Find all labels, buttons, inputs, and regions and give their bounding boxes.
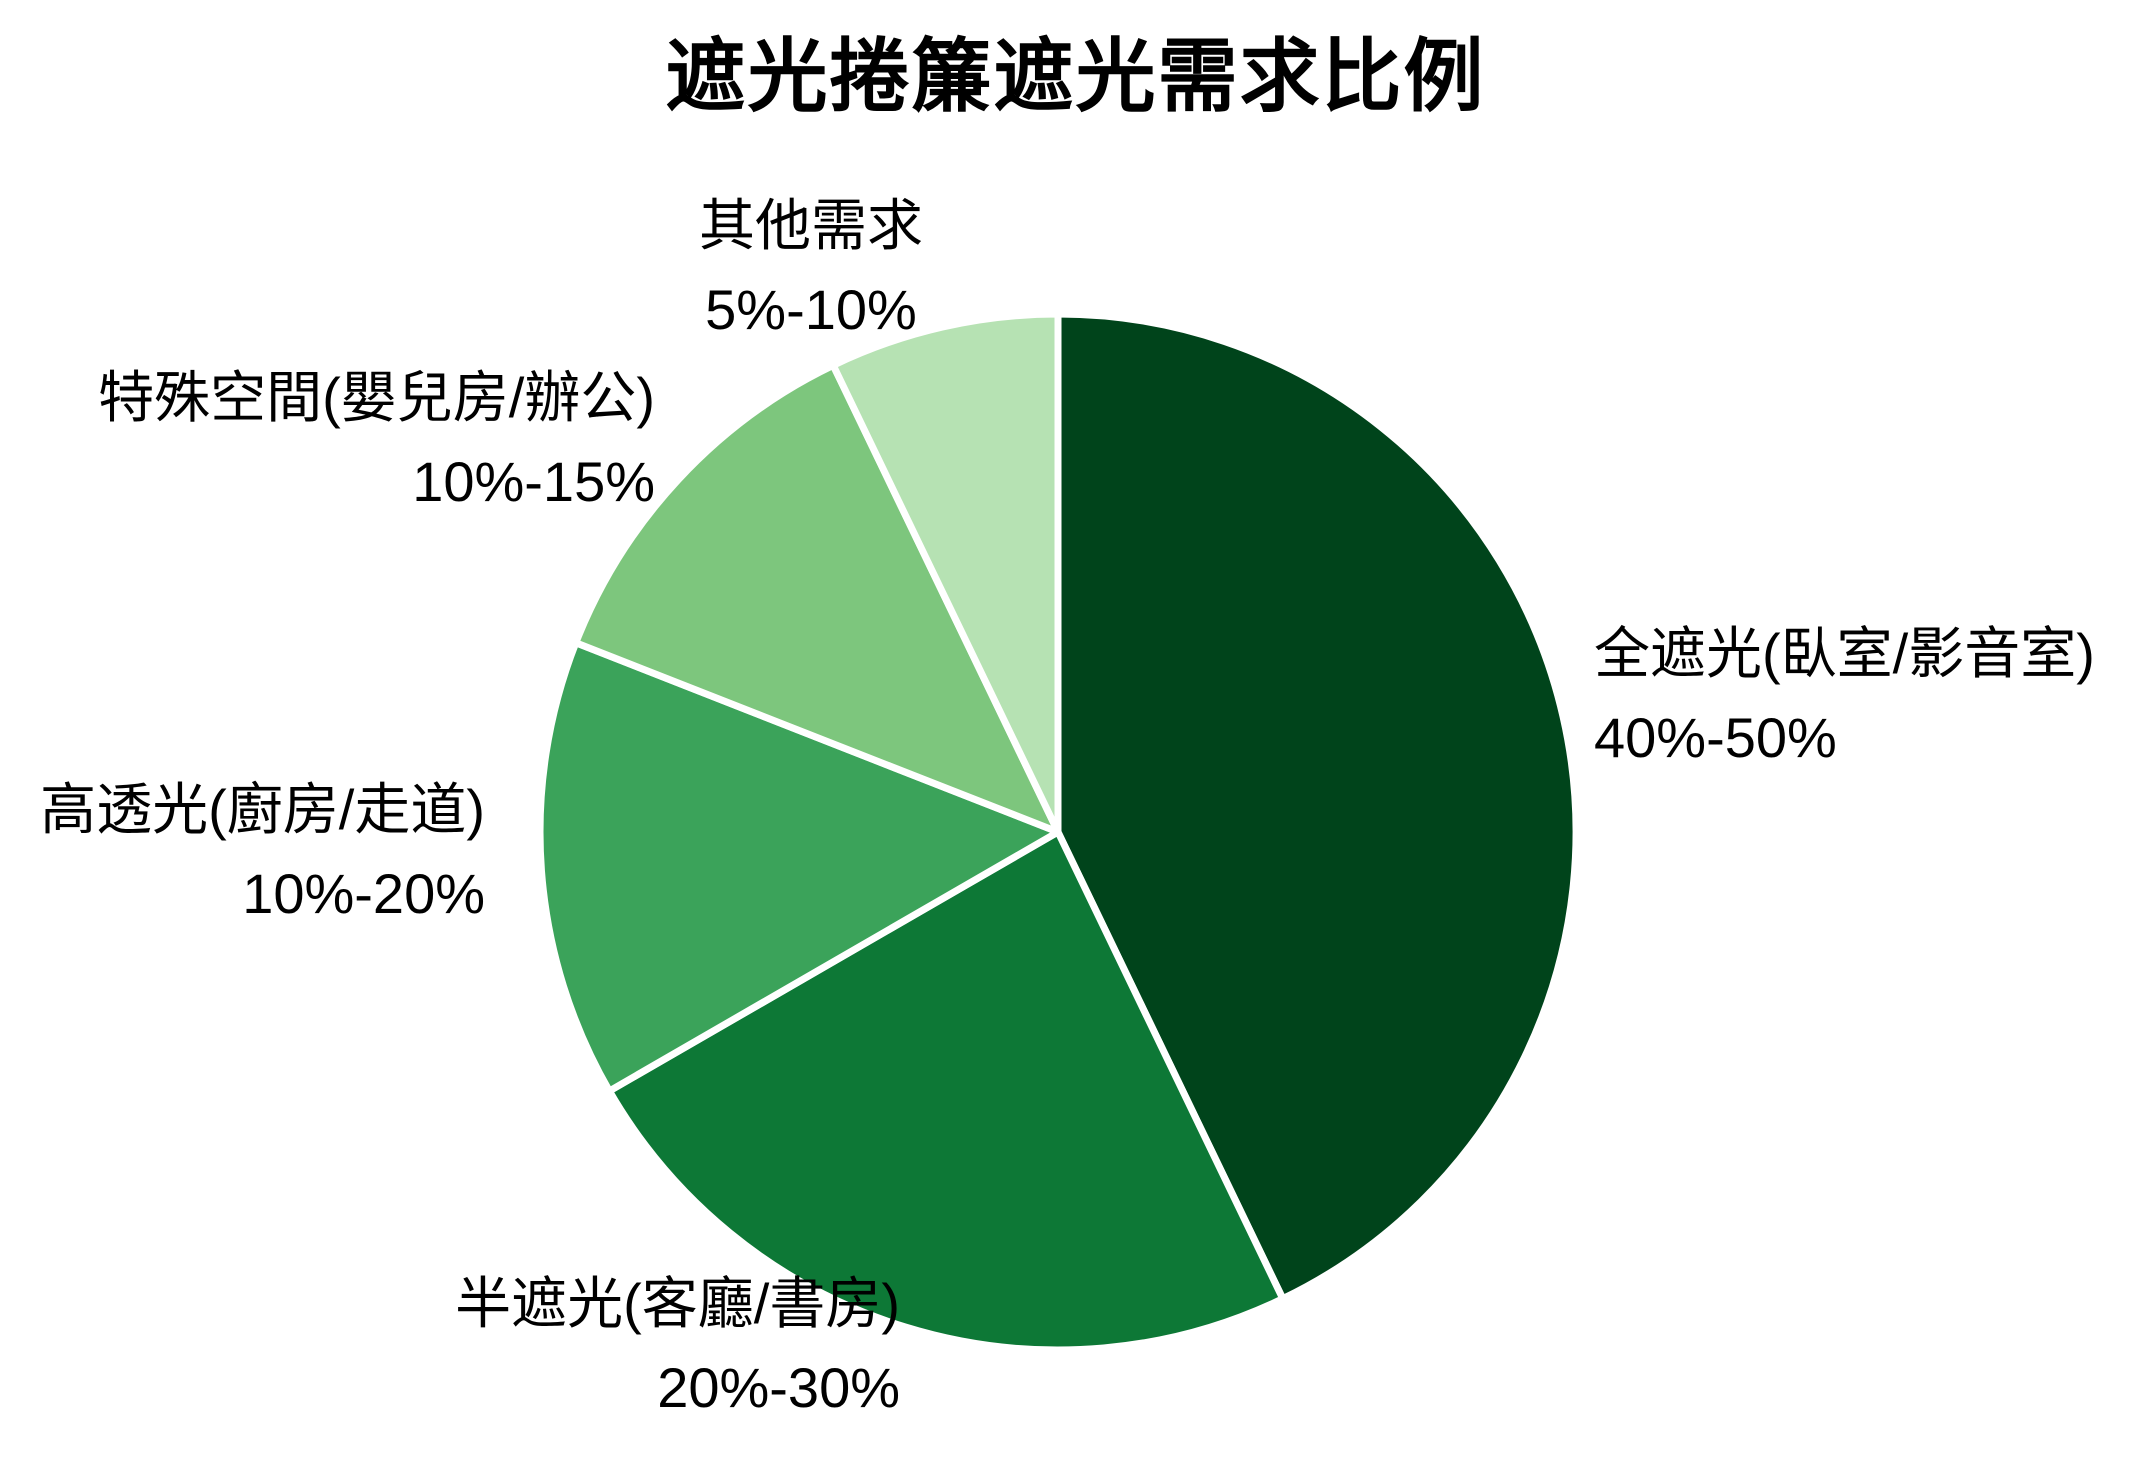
slice-label-half-blackout: 半遮光(客廳/書房) 20%-30% bbox=[400, 1262, 900, 1430]
slice-label-text: 特殊空間(嬰兒房/辦公) bbox=[98, 366, 655, 429]
slice-label-other-needs: 其他需求 5%-10% bbox=[611, 184, 1011, 352]
slice-label-full-blackout: 全遮光(臥室/影音室) 40%-50% bbox=[1594, 612, 2151, 780]
slice-label-text: 全遮光(臥室/影音室) bbox=[1594, 622, 2095, 685]
slice-label-value: 5%-10% bbox=[705, 278, 917, 341]
pie-slice-0 bbox=[1054, 310, 1580, 1303]
slice-label-value: 10%-15% bbox=[412, 450, 655, 513]
slice-label-text: 半遮光(客廳/書房) bbox=[455, 1272, 900, 1335]
slice-label-value: 10%-20% bbox=[242, 862, 485, 925]
slice-label-text: 其他需求 bbox=[699, 194, 923, 257]
slice-label-special-space: 特殊空間(嬰兒房/辦公) 10%-15% bbox=[30, 356, 655, 524]
pie-slice-3 bbox=[572, 361, 1062, 836]
slice-label-high-translucent: 高透光(廚房/走道) 10%-20% bbox=[20, 768, 485, 936]
chart-title: 遮光捲簾遮光需求比例 bbox=[665, 32, 1486, 121]
pie-slice-4 bbox=[829, 310, 1062, 836]
slice-label-value: 40%-50% bbox=[1594, 706, 1837, 769]
slice-label-text: 高透光(廚房/走道) bbox=[40, 778, 485, 841]
slice-label-value: 20%-30% bbox=[657, 1356, 900, 1419]
pie-slice-2 bbox=[536, 639, 1062, 1095]
pie-slice-1 bbox=[605, 828, 1287, 1354]
